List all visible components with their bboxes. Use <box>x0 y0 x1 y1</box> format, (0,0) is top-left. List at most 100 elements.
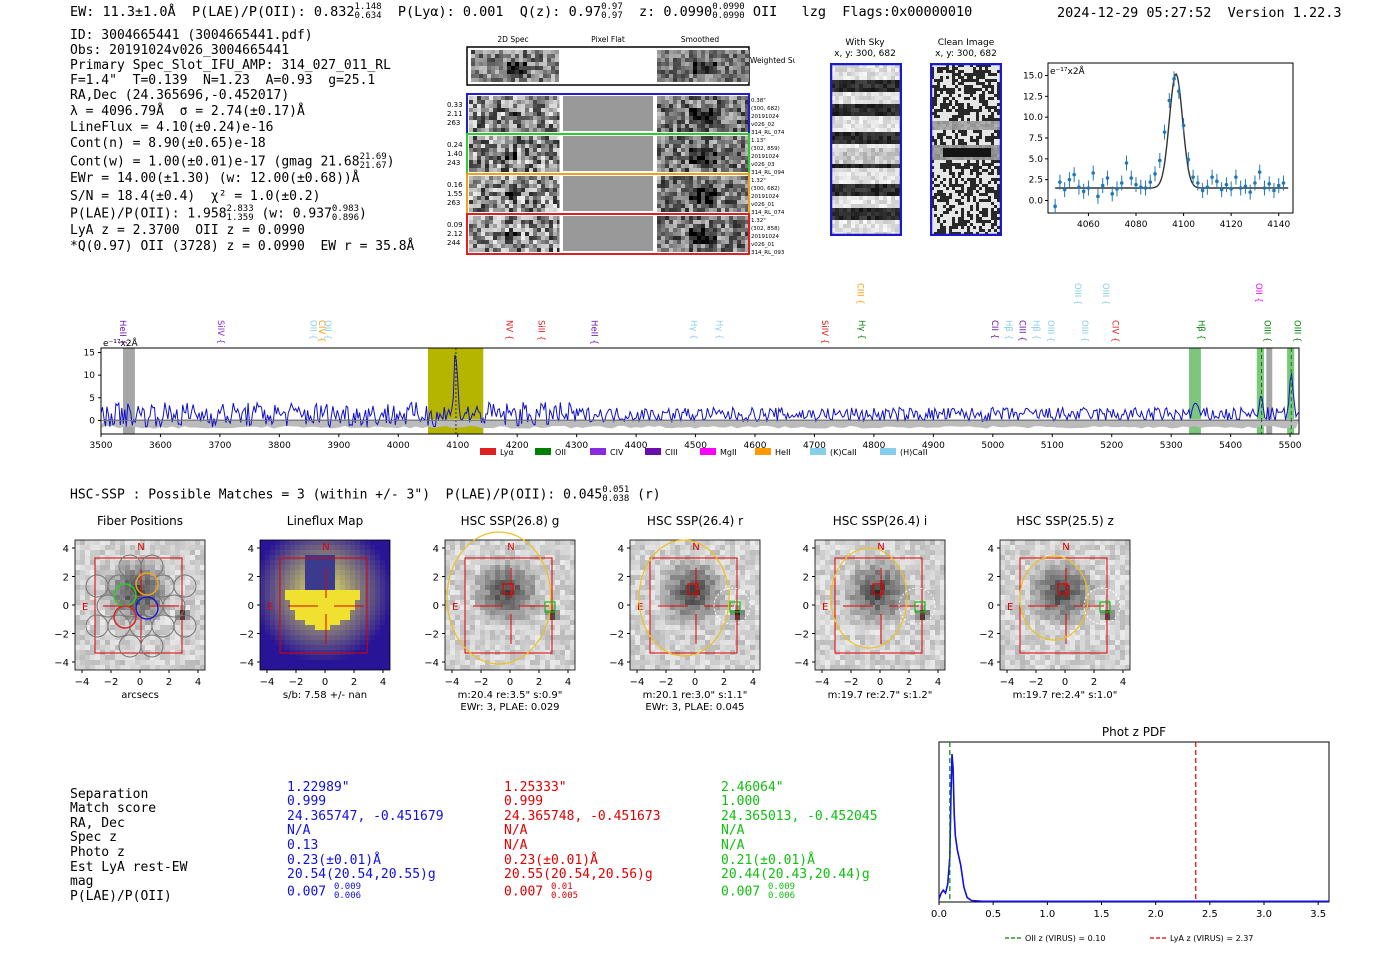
info-ewr: EWr = 14.00(±1.30) (w: 12.00(±0.68))Å <box>70 171 360 186</box>
m1-sep: 1.22989" <box>287 779 350 795</box>
cutout-row-a: 0.09 <box>447 221 463 229</box>
m1-radec: 24.365747, -0.451679 <box>287 808 444 824</box>
hsc-match-green <box>729 601 741 613</box>
info-lineflux: LineFlux = 4.10(±0.24)e-16 <box>70 120 274 135</box>
hsc-panel-title: HSC SSP(25.5) z <box>1016 514 1114 528</box>
with-sky-label: With Sky <box>845 38 885 48</box>
label-est-lya: Est LyA rest-EW <box>70 859 188 875</box>
zoom-point <box>1191 175 1195 179</box>
photoz-xtick-label: 0.0 <box>931 909 947 920</box>
zoom-point <box>1167 98 1172 103</box>
zoom-fit-curve <box>1055 73 1289 189</box>
hsc-xtick-label: 0 <box>137 677 143 688</box>
hsc-ytick-label: 2 <box>803 573 809 584</box>
fiber-circle <box>85 614 109 638</box>
header-z-line: OII <box>752 4 778 20</box>
hsc-match-green <box>914 601 926 613</box>
zoom-spectrum-chart: e⁻¹⁷x2Å 0.0 2.5 5.0 7.5 10.0 12.5 15.0 4060 4080 4… <box>1023 62 1294 230</box>
zoom-point <box>1205 185 1210 189</box>
cutout-row-c: 243 <box>447 159 460 167</box>
hsc-title-suffix: (r) <box>637 487 661 503</box>
m1-plae-lo: 0.006 <box>333 890 362 901</box>
hsc-ytick-label: 4 <box>63 544 69 555</box>
info-sn: S/N = 18.4(±0.4) χ² = 1.0(±0.2) <box>70 189 321 204</box>
cutout-row-meta: v026_01 <box>751 202 775 208</box>
timestamp: 2024-12-29 05:27:52 Version 1.22.3 <box>1057 5 1342 21</box>
spectrum-xtick-label: 3700 <box>208 441 231 451</box>
hsc-aperture-ellipse <box>446 531 552 665</box>
hsc-ytick-label: −4 <box>54 658 69 669</box>
legend-oii: OII z (VIRUS) = 0.10 <box>1025 934 1105 943</box>
cutout-row-a: 0.33 <box>447 101 463 109</box>
cutout-row-meta: (302, 859) <box>751 146 780 152</box>
spectrum-xtick-label: 5000 <box>981 441 1004 451</box>
zoom-point <box>1238 186 1243 190</box>
clean-image-title: Clean Image x, y: 300, 682 <box>926 38 1006 60</box>
legend-label: MgII <box>720 448 737 457</box>
m2-plae: 0.007 <box>504 884 544 900</box>
info-obs: Obs: 20191024v026_3004665441 <box>70 43 290 58</box>
m3-plae-hi: 0.009 <box>767 881 796 892</box>
hsc-xtick-label: −2 <box>474 677 489 688</box>
m2-plae-hi: 0.01 <box>550 881 573 892</box>
hsc-panel: HSC SSP(26.4) i 4 2 0 −2 −4 −4 −2 0 2 4 N Em:19.7 re… <box>794 514 946 701</box>
pixel-flat-cell <box>563 136 653 171</box>
header-z: z: 0.0990 <box>639 4 713 20</box>
legend-swatch <box>700 448 716 455</box>
label-match-score: Match score <box>70 801 157 817</box>
spectrum-xtick-label: 4500 <box>684 441 707 451</box>
zoom-point <box>1100 183 1105 188</box>
cutout-row-meta: 1.13" <box>751 138 766 144</box>
m3-score: 1.000 <box>721 794 761 810</box>
fiber-circle <box>173 614 197 638</box>
cutout-row-meta: 0.38" <box>751 98 766 104</box>
photoz-xtick-label: 2.5 <box>1202 909 1218 920</box>
hsc-title-hi: 0.051 <box>602 485 630 495</box>
fiber-red <box>113 605 137 629</box>
spectrum-xtick-label: 4400 <box>625 441 648 451</box>
zoom-point <box>1062 187 1067 192</box>
hsc-ytick-label: 0 <box>63 601 69 612</box>
zoom-point <box>1200 188 1205 193</box>
photoz-pdf-chart: Phot z PDF 0.0 0.5 1.0 1.5 2.0 2.5 3.0 3.5 OII z … <box>931 725 1330 943</box>
hsc-xtick-label: 4 <box>380 677 386 688</box>
hsc-xtick-label: 2 <box>721 677 727 688</box>
hsc-north-label: N <box>692 542 699 553</box>
hsc-xtick-label: 0 <box>1062 677 1068 688</box>
hsc-ytick-label: 4 <box>433 544 439 555</box>
hsc-caption-1: arcsecs <box>121 690 159 701</box>
photoz-curve <box>938 753 1329 903</box>
zoom-point <box>1143 186 1148 190</box>
zoom-point <box>1224 182 1229 187</box>
zoom-point <box>1081 189 1086 194</box>
legend-swatch <box>480 448 496 455</box>
zoom-point <box>1253 181 1257 185</box>
clean-label: Clean Image <box>937 38 995 48</box>
spectrum-ytick-label: 0 <box>89 416 95 426</box>
spectrum-xtick-label: 5100 <box>1041 441 1064 451</box>
photoz-xtick-label: 1.5 <box>1094 909 1110 920</box>
cutout-row-meta: 1.32" <box>751 218 766 224</box>
photoz-xtick-label: 0.5 <box>985 909 1001 920</box>
info-plae: P(LAE)/P(OII): 1.958 2.833 1.359 (w: 0.937… <box>70 204 367 223</box>
line-label: HeII { <box>117 320 127 345</box>
hsc-aperture-circle <box>713 587 751 625</box>
cutout-row-meta: 314_RL_074 <box>751 130 785 136</box>
cutout-row-c: 263 <box>447 199 460 207</box>
label-mag: mag <box>70 874 94 890</box>
zoom-unit-label: e⁻¹⁷x2Å <box>1050 65 1086 77</box>
hsc-xtick-label: −2 <box>844 677 859 688</box>
line-label: OIII { <box>1100 283 1110 305</box>
hsc-ytick-label: 4 <box>618 544 624 555</box>
m3-plae: 0.007 <box>721 884 761 900</box>
line-label: CIII { <box>1017 320 1027 342</box>
zoom-ytick-label: 5.0 <box>1029 155 1044 165</box>
hsc-panel: Lineflux Map 4 2 0 −2 −4 −4 −2 0 2 4 N Es/b: 7.58 +/… <box>239 514 391 701</box>
legend-swatch <box>755 448 771 455</box>
hsc-ytick-label: −2 <box>424 630 439 641</box>
zoom-point <box>1091 171 1095 175</box>
hsc-north-label: N <box>322 542 329 553</box>
legend-label: OII <box>555 448 566 457</box>
hsc-caption-1: m:20.4 re:3.5" s:0.9" <box>458 690 563 701</box>
hsc-xtick-label: 0 <box>507 677 513 688</box>
